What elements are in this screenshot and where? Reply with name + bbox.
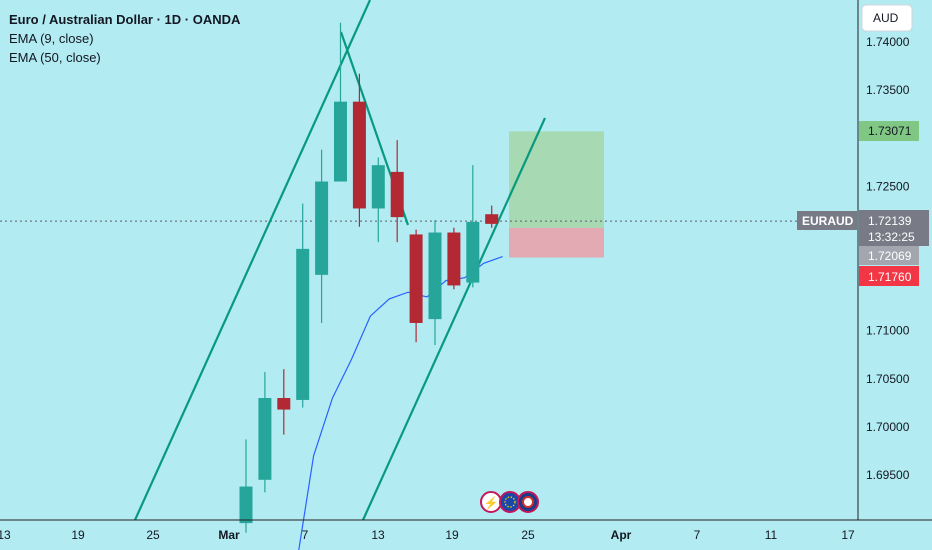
price-tags: 1.73071 EURAUD 1.72139 13:32:25 1.72069 … [797, 121, 929, 286]
time-tick-label: 19 [445, 528, 459, 542]
price-tick-label: 1.70000 [866, 420, 910, 434]
stop-price-tag [859, 266, 919, 286]
current-price-text: 1.72139 [868, 214, 912, 228]
countdown-text: 13:32:25 [868, 230, 915, 244]
currency-label: AUD [873, 11, 899, 25]
candle-body [239, 486, 253, 524]
price-tick-label: 1.70500 [866, 372, 910, 386]
currency-button[interactable] [861, 4, 913, 32]
symbol-title[interactable]: Euro / Australian Dollar · 1D · OANDA [9, 12, 241, 27]
candle-body [334, 101, 347, 182]
time-tick-label: 25 [146, 528, 160, 542]
candle-body [277, 398, 291, 410]
time-tick-label: 17 [841, 528, 855, 542]
candle-body [315, 181, 329, 275]
channel-upper-line[interactable] [133, 0, 372, 521]
candle-body [258, 398, 272, 480]
entry-price-text: 1.72069 [868, 249, 912, 263]
price-tick-label: 1.71000 [866, 324, 910, 338]
candle-body [371, 165, 385, 209]
price-tick-label: 1.72500 [866, 179, 910, 193]
target-price-tag [859, 121, 919, 141]
event-icons[interactable]: ⚡ [480, 491, 539, 513]
stop-zone[interactable] [509, 227, 604, 258]
price-axis-labels[interactable]: 1.74000 1.73500 1.72500 1.71000 1.70500 1.700… [866, 35, 910, 482]
time-tick-label: Apr [611, 528, 632, 542]
candle-body [466, 221, 480, 283]
candles-group [239, 22, 499, 533]
lightning-glyph: ⚡ [484, 496, 499, 510]
time-tick-label: Mar [218, 528, 240, 542]
channel-lower-line[interactable] [361, 117, 547, 521]
candle-body [390, 171, 404, 218]
target-zone[interactable] [509, 131, 604, 228]
price-tick-label: 1.74000 [866, 35, 910, 49]
candle-body [428, 232, 442, 320]
candle-body [447, 232, 461, 286]
time-tick-label: 19 [71, 528, 85, 542]
candle-body [485, 214, 499, 224]
candle-body [296, 248, 310, 400]
symbol-tag [797, 211, 857, 230]
candle-body [352, 101, 366, 209]
candle-body [409, 234, 423, 323]
indicator-ema-50[interactable]: EMA (50, close) [9, 50, 101, 65]
chart-legend: Euro / Australian Dollar · 1D · OANDA EM… [9, 10, 240, 67]
time-tick-label: 11 [765, 528, 778, 542]
time-axis-labels[interactable]: 13 19 25 Mar 7 13 19 25 Apr 7 11 17 [0, 528, 855, 542]
au-flag-cross-icon [522, 496, 534, 508]
eu-flag-stars-icon [504, 496, 516, 508]
price-tick-label: 1.73500 [866, 83, 910, 97]
time-tick-label: 7 [302, 528, 309, 542]
time-tick-label: 7 [694, 528, 701, 542]
current-price-tag [859, 210, 929, 246]
symbol-text: EURAUD [802, 214, 854, 228]
entry-price-tag [859, 246, 919, 265]
time-tick-label: 13 [371, 528, 385, 542]
time-tick-label: 13 [0, 528, 11, 542]
price-tick-label: 1.69500 [866, 468, 910, 482]
stop-price-text: 1.71760 [868, 270, 912, 284]
target-price-text: 1.73071 [868, 124, 912, 138]
indicator-ema-9[interactable]: EMA (9, close) [9, 31, 94, 46]
time-tick-label: 25 [521, 528, 535, 542]
